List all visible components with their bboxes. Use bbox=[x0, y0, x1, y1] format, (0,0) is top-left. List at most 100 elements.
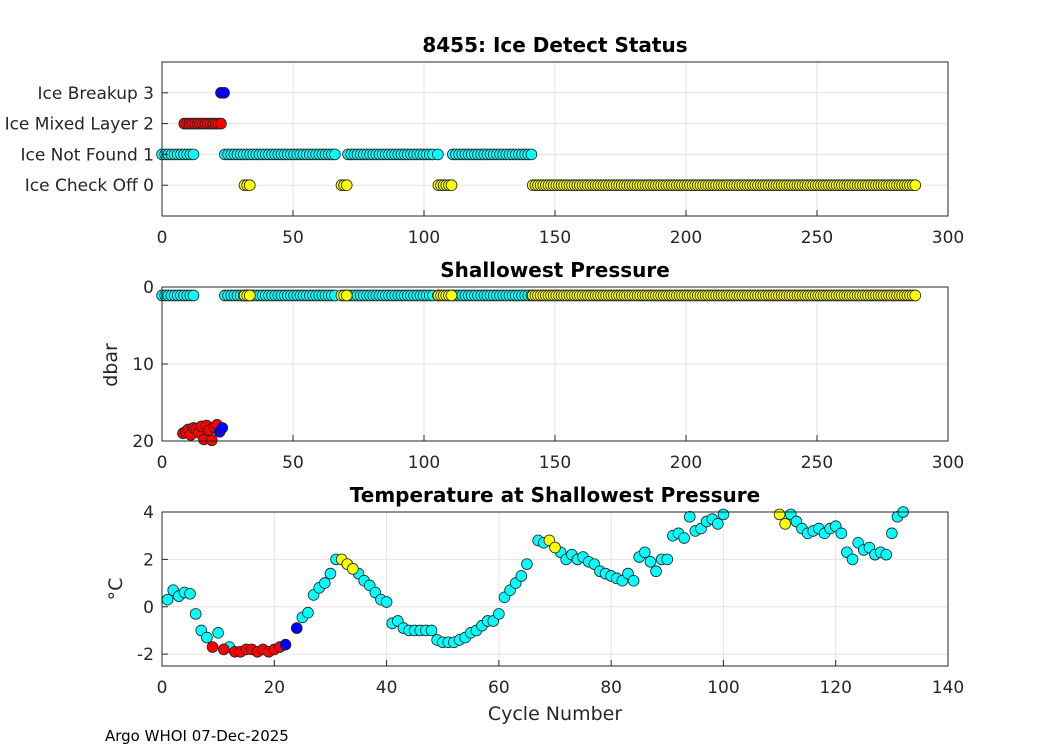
y-axis-label: °C bbox=[105, 578, 127, 601]
series-ice-mixed-layer bbox=[177, 419, 223, 447]
data-point bbox=[187, 289, 200, 302]
shallowest-pressure-plot: Shallowest Pressure 0 50 100 150 200 250 300 0 1… bbox=[100, 258, 964, 473]
series-ice-check-off-early bbox=[238, 289, 353, 302]
data-point bbox=[243, 289, 256, 302]
data-point bbox=[340, 179, 353, 192]
x-tick-label: 100 bbox=[408, 453, 440, 473]
panel-title: Shallowest Pressure bbox=[440, 258, 670, 282]
y-tick-label: 10 bbox=[132, 355, 154, 375]
y-tick-label: 2 bbox=[143, 550, 154, 570]
data-point bbox=[347, 563, 359, 575]
x-tick-label: 100 bbox=[707, 678, 739, 698]
data-point bbox=[650, 565, 662, 578]
data-point bbox=[324, 567, 337, 580]
data-point bbox=[212, 627, 224, 639]
x-tick-label: 0 bbox=[157, 678, 168, 698]
y-tick-label: 0 bbox=[143, 278, 154, 298]
x-axis-label: Cycle Number bbox=[488, 703, 622, 725]
data-point bbox=[525, 148, 538, 161]
y-tick-label: Ice Mixed Layer 2 bbox=[5, 115, 154, 135]
data-point bbox=[201, 631, 213, 644]
data-point bbox=[432, 148, 444, 161]
panel-title: Temperature at Shallowest Pressure bbox=[350, 483, 760, 507]
data-point bbox=[683, 510, 696, 523]
data-point bbox=[187, 148, 200, 161]
x-tick-label: 300 bbox=[932, 228, 964, 248]
series-ice-breakup bbox=[279, 622, 303, 651]
data-point bbox=[445, 289, 458, 302]
x-tick-label: 50 bbox=[282, 453, 304, 473]
data-point bbox=[846, 553, 859, 566]
y-tick-label: 4 bbox=[143, 503, 154, 523]
data-point bbox=[886, 527, 898, 540]
data-point bbox=[521, 558, 533, 570]
data-point bbox=[549, 541, 561, 554]
data-point bbox=[161, 593, 174, 606]
series-ice-mixed-layer bbox=[178, 117, 227, 130]
data-point bbox=[627, 574, 640, 587]
x-tick-label: 150 bbox=[539, 453, 571, 473]
x-tick-label: 300 bbox=[932, 453, 964, 473]
data-point bbox=[215, 117, 227, 130]
data-point bbox=[639, 546, 651, 559]
data-point bbox=[205, 434, 218, 447]
series-ice-breakup bbox=[213, 422, 229, 438]
data-point bbox=[678, 532, 690, 544]
x-tick-label: 250 bbox=[801, 228, 833, 248]
x-tick-label: 50 bbox=[282, 228, 304, 248]
series-ice-breakup bbox=[215, 87, 230, 99]
x-tick-label: 200 bbox=[670, 453, 702, 473]
data-point bbox=[218, 87, 230, 99]
x-tick-label: 60 bbox=[488, 678, 510, 698]
data-point bbox=[712, 518, 724, 530]
x-tick-label: 80 bbox=[600, 678, 622, 698]
plot-frame bbox=[161, 511, 949, 667]
x-tick-label: 0 bbox=[157, 453, 168, 473]
series-ice-not-found bbox=[161, 506, 909, 653]
data-point bbox=[184, 587, 196, 600]
data-point bbox=[425, 624, 438, 637]
data-point bbox=[779, 518, 791, 530]
data-point bbox=[279, 638, 292, 651]
data-point bbox=[206, 641, 219, 653]
ice-detect-status-plot: 8455: Ice Detect Status 0 50 100 150 200 250 3… bbox=[5, 33, 965, 248]
data-point bbox=[909, 179, 922, 192]
series-ice-check-off bbox=[432, 289, 922, 302]
data-point bbox=[835, 527, 848, 540]
data-point bbox=[290, 622, 303, 634]
x-tick-label: 200 bbox=[670, 228, 702, 248]
y-tick-label: Ice Breakup 3 bbox=[38, 84, 155, 104]
x-tick-label: 0 bbox=[157, 228, 168, 248]
data-point bbox=[644, 555, 657, 568]
y-tick-label: Ice Check Off 0 bbox=[25, 176, 154, 196]
data-point bbox=[380, 596, 393, 608]
data-point bbox=[717, 508, 730, 521]
data-point bbox=[329, 148, 341, 161]
data-point bbox=[302, 606, 314, 619]
y-tick-label: 20 bbox=[132, 432, 154, 452]
data-point bbox=[515, 570, 528, 582]
x-tick-label: 120 bbox=[819, 678, 851, 698]
data-point bbox=[909, 289, 922, 302]
data-point bbox=[189, 608, 202, 620]
data-point bbox=[880, 548, 893, 561]
panel-title: 8455: Ice Detect Status bbox=[422, 33, 687, 57]
data-point bbox=[319, 577, 331, 589]
y-axis-label: dbar bbox=[100, 343, 122, 387]
data-point bbox=[445, 179, 458, 192]
temperature-plot: Temperature at Shallowest Pressure 0 20 40… bbox=[105, 483, 964, 725]
y-tick-label: -2 bbox=[137, 645, 154, 665]
y-tick-label: 0 bbox=[143, 598, 154, 618]
data-point bbox=[340, 289, 353, 302]
x-tick-label: 20 bbox=[263, 678, 285, 698]
data-point bbox=[661, 553, 674, 566]
footer-credit: Argo WHOI 07-Dec-2025 bbox=[105, 727, 289, 745]
data-point bbox=[493, 608, 505, 620]
data-point bbox=[216, 422, 229, 434]
x-tick-label: 40 bbox=[376, 678, 398, 698]
x-tick-label: 250 bbox=[801, 453, 833, 473]
x-tick-label: 140 bbox=[932, 678, 964, 698]
x-tick-label: 100 bbox=[408, 228, 440, 248]
series-ice-check-off bbox=[335, 508, 791, 575]
